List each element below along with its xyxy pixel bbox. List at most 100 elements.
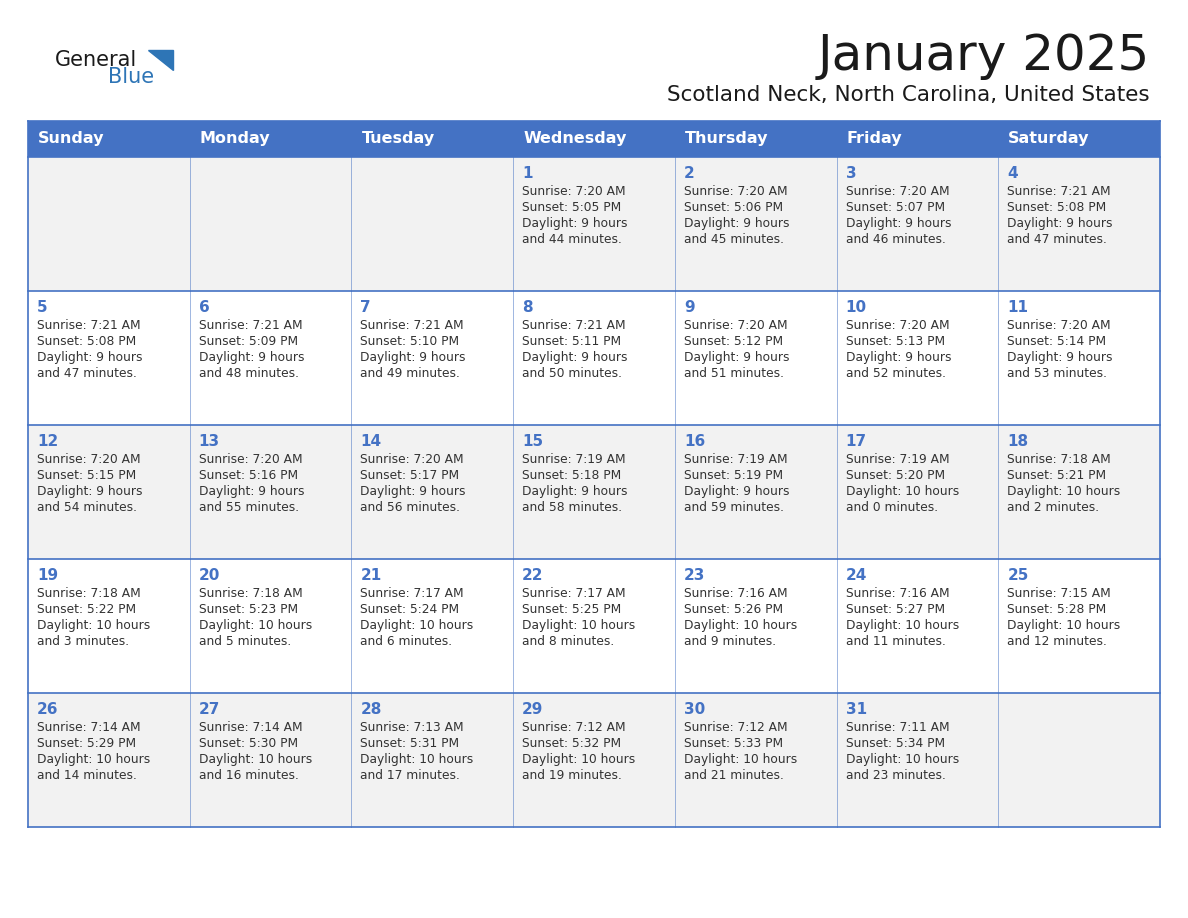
Text: 16: 16 <box>684 434 706 449</box>
Text: Sunrise: 7:19 AM: Sunrise: 7:19 AM <box>523 453 626 466</box>
Bar <box>29 693 1159 827</box>
Text: Daylight: 10 hours: Daylight: 10 hours <box>846 753 959 766</box>
Text: Saturday: Saturday <box>1009 131 1089 147</box>
Text: 12: 12 <box>37 434 58 449</box>
Text: Sunset: 5:29 PM: Sunset: 5:29 PM <box>37 737 137 750</box>
Text: 4: 4 <box>1007 166 1018 181</box>
Text: Daylight: 9 hours: Daylight: 9 hours <box>198 485 304 498</box>
Text: Sunday: Sunday <box>38 131 105 147</box>
Text: Daylight: 9 hours: Daylight: 9 hours <box>1007 217 1113 230</box>
Text: Daylight: 9 hours: Daylight: 9 hours <box>846 351 952 364</box>
Text: Sunrise: 7:19 AM: Sunrise: 7:19 AM <box>684 453 788 466</box>
Bar <box>29 425 1159 559</box>
Text: Sunset: 5:06 PM: Sunset: 5:06 PM <box>684 201 783 214</box>
Text: Wednesday: Wednesday <box>523 131 626 147</box>
Text: Sunrise: 7:18 AM: Sunrise: 7:18 AM <box>1007 453 1111 466</box>
Text: Sunset: 5:31 PM: Sunset: 5:31 PM <box>360 737 460 750</box>
Text: Daylight: 10 hours: Daylight: 10 hours <box>360 753 474 766</box>
Text: and 50 minutes.: and 50 minutes. <box>523 367 623 380</box>
Text: Sunset: 5:27 PM: Sunset: 5:27 PM <box>846 603 944 616</box>
Text: 24: 24 <box>846 568 867 583</box>
Text: Sunrise: 7:20 AM: Sunrise: 7:20 AM <box>360 453 465 466</box>
Text: Daylight: 10 hours: Daylight: 10 hours <box>523 753 636 766</box>
Text: 23: 23 <box>684 568 706 583</box>
Text: and 21 minutes.: and 21 minutes. <box>684 769 784 782</box>
Text: 8: 8 <box>523 300 532 315</box>
Text: and 52 minutes.: and 52 minutes. <box>846 367 946 380</box>
Text: 30: 30 <box>684 702 706 717</box>
Text: Sunset: 5:14 PM: Sunset: 5:14 PM <box>1007 335 1106 348</box>
Text: Sunset: 5:15 PM: Sunset: 5:15 PM <box>37 469 137 482</box>
Text: and 11 minutes.: and 11 minutes. <box>846 635 946 648</box>
Text: 21: 21 <box>360 568 381 583</box>
Text: and 55 minutes.: and 55 minutes. <box>198 501 299 514</box>
Text: Sunset: 5:30 PM: Sunset: 5:30 PM <box>198 737 298 750</box>
Text: and 54 minutes.: and 54 minutes. <box>37 501 137 514</box>
Text: 26: 26 <box>37 702 58 717</box>
Text: and 45 minutes.: and 45 minutes. <box>684 233 784 246</box>
Text: Sunrise: 7:16 AM: Sunrise: 7:16 AM <box>846 587 949 600</box>
Text: 25: 25 <box>1007 568 1029 583</box>
Text: Daylight: 9 hours: Daylight: 9 hours <box>684 351 789 364</box>
Text: Sunrise: 7:14 AM: Sunrise: 7:14 AM <box>37 721 140 734</box>
Text: Sunrise: 7:21 AM: Sunrise: 7:21 AM <box>1007 185 1111 198</box>
Text: Sunrise: 7:12 AM: Sunrise: 7:12 AM <box>523 721 626 734</box>
Text: Sunset: 5:24 PM: Sunset: 5:24 PM <box>360 603 460 616</box>
Text: Daylight: 9 hours: Daylight: 9 hours <box>198 351 304 364</box>
Text: Sunrise: 7:12 AM: Sunrise: 7:12 AM <box>684 721 788 734</box>
Text: and 58 minutes.: and 58 minutes. <box>523 501 623 514</box>
Text: Daylight: 10 hours: Daylight: 10 hours <box>846 619 959 632</box>
Text: 17: 17 <box>846 434 867 449</box>
Text: Sunrise: 7:21 AM: Sunrise: 7:21 AM <box>523 319 626 332</box>
Text: Blue: Blue <box>108 67 154 87</box>
Text: and 48 minutes.: and 48 minutes. <box>198 367 298 380</box>
Text: 27: 27 <box>198 702 220 717</box>
Text: and 49 minutes.: and 49 minutes. <box>360 367 460 380</box>
Text: Tuesday: Tuesday <box>361 131 435 147</box>
Text: 28: 28 <box>360 702 381 717</box>
Text: 29: 29 <box>523 702 544 717</box>
Text: and 16 minutes.: and 16 minutes. <box>198 769 298 782</box>
Text: Sunset: 5:13 PM: Sunset: 5:13 PM <box>846 335 944 348</box>
Text: Sunset: 5:10 PM: Sunset: 5:10 PM <box>360 335 460 348</box>
Bar <box>29 157 1159 291</box>
Text: Sunrise: 7:21 AM: Sunrise: 7:21 AM <box>37 319 140 332</box>
Text: Sunrise: 7:20 AM: Sunrise: 7:20 AM <box>37 453 140 466</box>
Text: Sunrise: 7:21 AM: Sunrise: 7:21 AM <box>198 319 302 332</box>
Text: Daylight: 9 hours: Daylight: 9 hours <box>523 351 627 364</box>
Text: 9: 9 <box>684 300 695 315</box>
Text: 6: 6 <box>198 300 209 315</box>
Text: and 59 minutes.: and 59 minutes. <box>684 501 784 514</box>
Text: and 47 minutes.: and 47 minutes. <box>1007 233 1107 246</box>
Text: Sunset: 5:05 PM: Sunset: 5:05 PM <box>523 201 621 214</box>
Text: Scotland Neck, North Carolina, United States: Scotland Neck, North Carolina, United St… <box>668 85 1150 105</box>
Text: Daylight: 10 hours: Daylight: 10 hours <box>523 619 636 632</box>
Text: Sunset: 5:08 PM: Sunset: 5:08 PM <box>1007 201 1106 214</box>
Text: and 5 minutes.: and 5 minutes. <box>198 635 291 648</box>
Bar <box>29 291 1159 425</box>
Text: Daylight: 9 hours: Daylight: 9 hours <box>684 217 789 230</box>
Text: Sunrise: 7:20 AM: Sunrise: 7:20 AM <box>684 185 788 198</box>
Text: Daylight: 9 hours: Daylight: 9 hours <box>684 485 789 498</box>
Text: Daylight: 9 hours: Daylight: 9 hours <box>523 485 627 498</box>
Text: 20: 20 <box>198 568 220 583</box>
Text: and 9 minutes.: and 9 minutes. <box>684 635 776 648</box>
Text: Sunset: 5:25 PM: Sunset: 5:25 PM <box>523 603 621 616</box>
Text: and 17 minutes.: and 17 minutes. <box>360 769 460 782</box>
Text: Sunset: 5:23 PM: Sunset: 5:23 PM <box>198 603 298 616</box>
Text: 1: 1 <box>523 166 532 181</box>
Text: and 12 minutes.: and 12 minutes. <box>1007 635 1107 648</box>
Text: Daylight: 9 hours: Daylight: 9 hours <box>37 351 143 364</box>
Text: Sunrise: 7:16 AM: Sunrise: 7:16 AM <box>684 587 788 600</box>
Text: 13: 13 <box>198 434 220 449</box>
Text: Sunrise: 7:18 AM: Sunrise: 7:18 AM <box>198 587 303 600</box>
Text: Daylight: 10 hours: Daylight: 10 hours <box>37 753 150 766</box>
Text: Daylight: 9 hours: Daylight: 9 hours <box>846 217 952 230</box>
Text: Sunset: 5:17 PM: Sunset: 5:17 PM <box>360 469 460 482</box>
Text: and 14 minutes.: and 14 minutes. <box>37 769 137 782</box>
Text: Sunset: 5:08 PM: Sunset: 5:08 PM <box>37 335 137 348</box>
Text: Daylight: 10 hours: Daylight: 10 hours <box>198 753 312 766</box>
Text: Sunset: 5:16 PM: Sunset: 5:16 PM <box>198 469 298 482</box>
Text: 2: 2 <box>684 166 695 181</box>
Text: Friday: Friday <box>847 131 902 147</box>
